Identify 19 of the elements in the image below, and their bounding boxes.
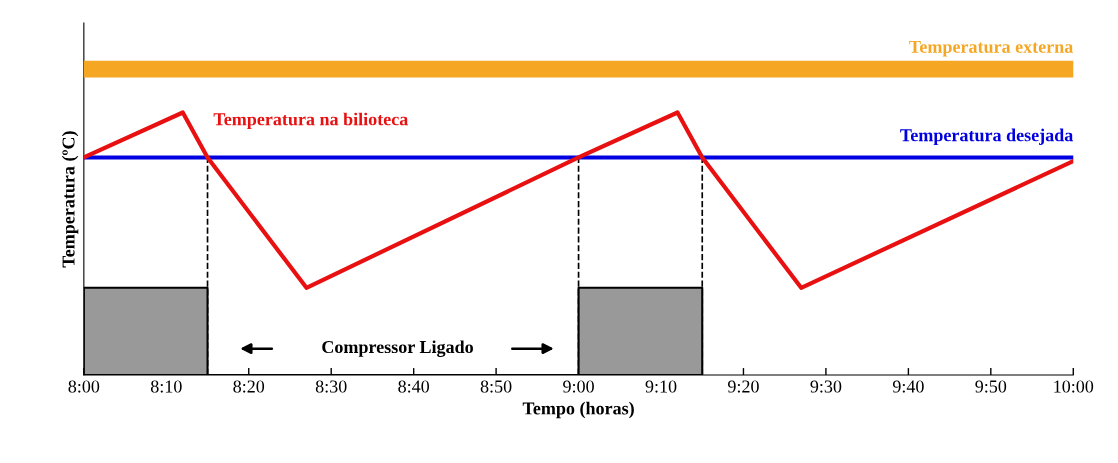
x-tick-label: 8:20 — [233, 380, 265, 393]
x-tick-label: 9:30 — [810, 380, 842, 393]
x-tick-label: 9:20 — [727, 380, 759, 393]
series-label: Temperatura na bilioteca — [213, 112, 408, 130]
x-tick-label: 8:30 — [315, 380, 347, 393]
x-tick-label: 9:10 — [645, 380, 677, 393]
x-tick-label: 9:00 — [563, 380, 594, 393]
x-axis-title: Tempo (horas) — [522, 401, 634, 419]
x-tick-label: 8:00 — [68, 380, 100, 393]
x-tick-label: 8:50 — [480, 380, 512, 393]
series-label: Temperatura externa — [909, 40, 1073, 57]
annotation: Compressor Ligado — [322, 340, 473, 357]
y-axis-title: Temperatura (ºC) — [61, 131, 79, 268]
series-label: Temperatura desejada — [900, 128, 1073, 145]
x-tick-label: 10:00 — [1054, 380, 1094, 393]
x-tick-label: 9:40 — [892, 380, 924, 393]
x-tick-label: 8:10 — [150, 380, 182, 393]
x-tick-label: 8:40 — [398, 380, 430, 393]
x-tick-label: 9:50 — [975, 380, 1007, 393]
